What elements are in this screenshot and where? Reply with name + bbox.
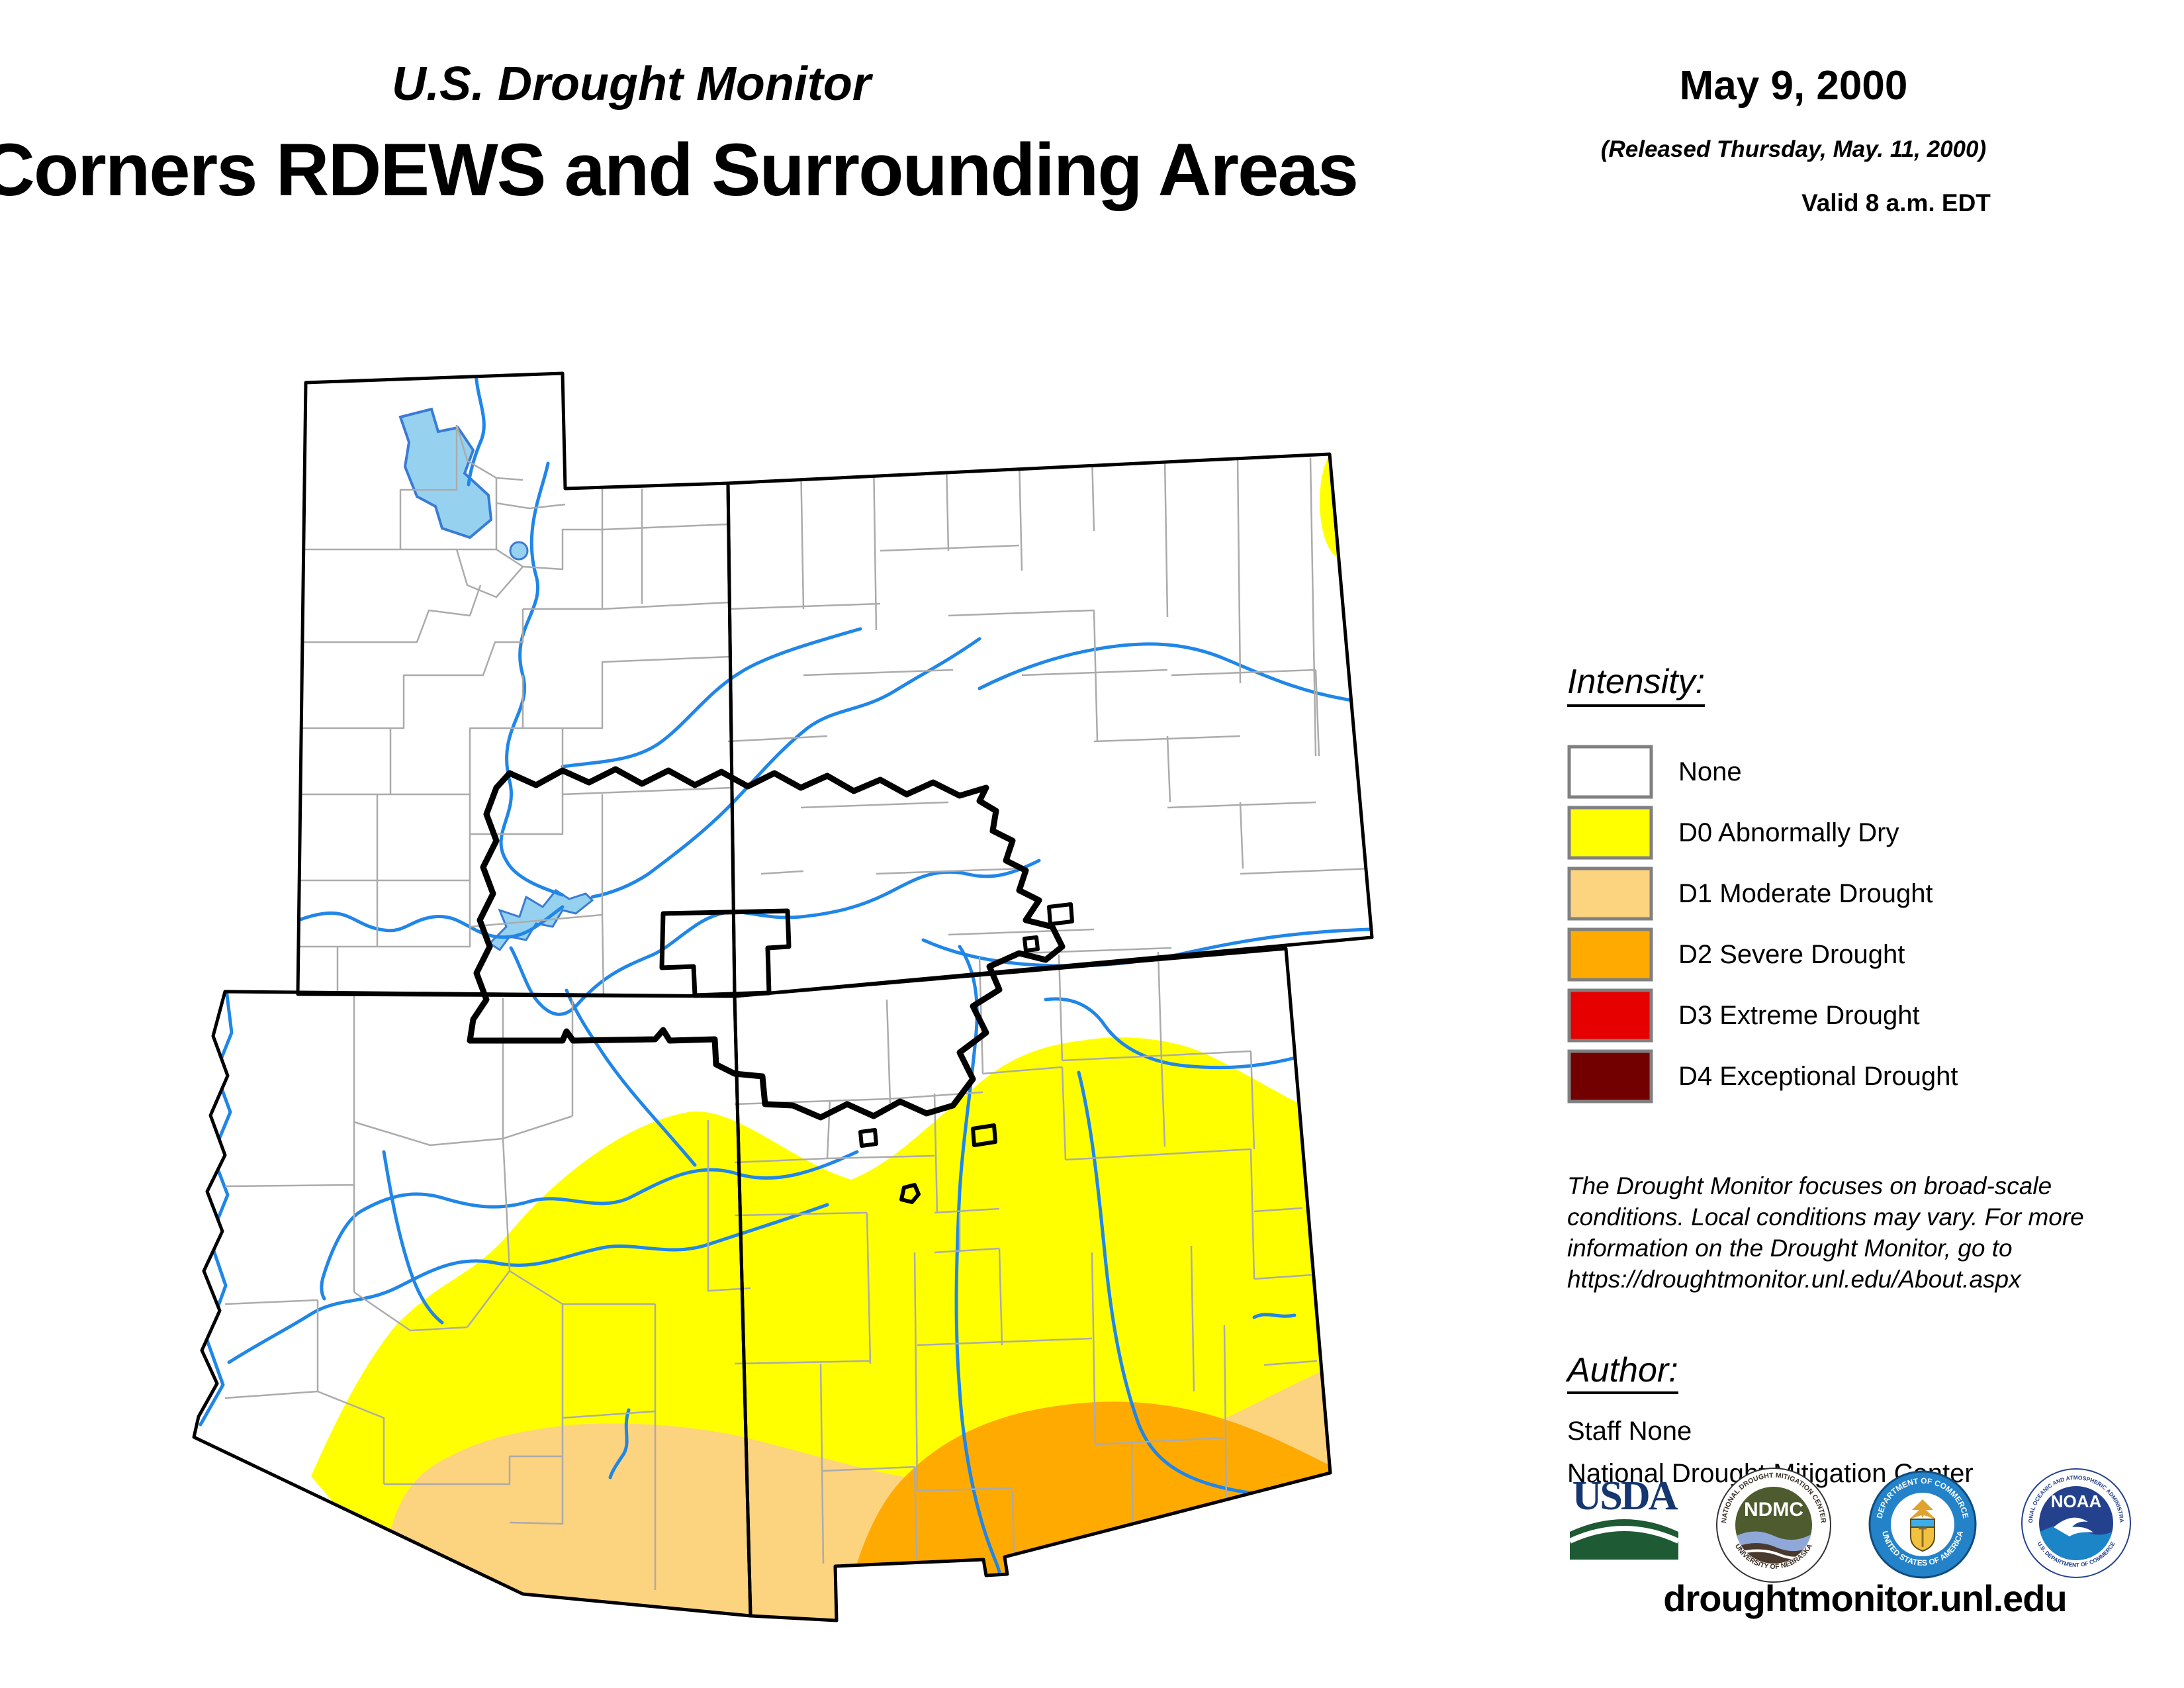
- utah-border: [296, 371, 737, 998]
- drought-monitor-url: droughtmonitor.unl.edu: [1663, 1577, 2067, 1619]
- great-salt-lake: [398, 407, 493, 539]
- navajo-region-outline: [467, 766, 1066, 1121]
- program-title: U.S. Drought Monitor: [392, 58, 871, 111]
- ndmc-logo-graphic: NDMC NATIONAL DROUGHT MITIGATION CENTER …: [1716, 1468, 1831, 1583]
- legend-label-none: None: [1678, 757, 1742, 786]
- commerce-logo-graphic: DEPARTMENT OF COMMERCE UNITED STATES OF …: [1868, 1470, 1977, 1579]
- usda-swoosh-stripe: [1569, 1526, 1680, 1544]
- map-date: May 9, 2000: [1679, 63, 1908, 109]
- yampa-river: [561, 627, 862, 769]
- south-platte-river: [978, 642, 1354, 702]
- disclaimer-line-1: The Drought Monitor focuses on broad-sca…: [1567, 1172, 2052, 1199]
- colorado-river-upper: [590, 637, 981, 899]
- legend-label-d2: D2 Severe Drought: [1678, 939, 1905, 969]
- new-mexico-border: [733, 947, 1332, 1622]
- county-boundaries: [224, 424, 1372, 1616]
- rdews-region-boundary: [467, 766, 1074, 1204]
- disclaimer-line-4: https://droughtmonitor.unl.edu/About.asp…: [1567, 1266, 2021, 1293]
- pueblo-boundary-east: [971, 1123, 997, 1147]
- legend-row-d4: D4 Exceptional Drought: [1567, 1046, 1958, 1107]
- commerce-logo: DEPARTMENT OF COMMERCE UNITED STATES OF …: [1868, 1470, 1978, 1583]
- legend-label-d0: D0 Abnormally Dry: [1678, 818, 1899, 847]
- disclaimer-text: The Drought Monitor focuses on broad-sca…: [1567, 1170, 2084, 1295]
- usda-wordmark: USDA: [1572, 1475, 1678, 1519]
- noaa-logo: NOAA NATIONAL OCEANIC AND ATMOSPHERIC AD…: [2020, 1467, 2132, 1583]
- legend-swatch-d2: [1567, 927, 1653, 982]
- disclaimer-line-2: conditions. Local conditions may vary. F…: [1567, 1203, 2084, 1231]
- legend-row-d3: D3 Extreme Drought: [1567, 985, 1958, 1046]
- legend-row-d2: D2 Severe Drought: [1567, 924, 1958, 985]
- noaa-inner-art: NOAA: [2039, 1491, 2113, 1560]
- legend-label-d4: D4 Exceptional Drought: [1678, 1061, 1958, 1091]
- legend-heading: Intensity:: [1567, 662, 1706, 707]
- ute-mountain-boundary: [1047, 902, 1074, 926]
- legend-swatch-d0: [1567, 806, 1653, 860]
- zuni-salt-lake-boundary: [899, 1183, 921, 1204]
- ndmc-wordmark: NDMC: [1744, 1499, 1803, 1521]
- rio-grande-river: [954, 945, 1001, 1574]
- legend-row-d0: D0 Abnormally Dry: [1567, 802, 1958, 863]
- intensity-legend: Intensity: None D0 Abnormally Dry D1 Mod…: [1567, 662, 1958, 1107]
- usda-logo-graphic: USDA: [1569, 1474, 1680, 1560]
- doc-eagle-and-shield: [1909, 1499, 1936, 1552]
- four-corners-drought-map: [192, 371, 1374, 1622]
- usda-field-shape: [1570, 1519, 1678, 1560]
- legend-swatch-d4: [1567, 1049, 1653, 1103]
- ndmc-logo: NDMC NATIONAL DROUGHT MITIGATION CENTER …: [1714, 1466, 1833, 1588]
- release-date: (Released Thursday, May. 11, 2000): [1600, 136, 1987, 162]
- legend-swatch-d1: [1567, 867, 1653, 921]
- legend-label-d1: D1 Moderate Drought: [1678, 878, 1933, 908]
- colorado-county-lines: [727, 455, 1372, 955]
- utah-county-lines: [298, 424, 733, 996]
- noaa-logo-graphic: NOAA NATIONAL OCEANIC AND ATMOSPHERIC AD…: [2021, 1468, 2131, 1578]
- d0-ne-colorado-sliver: [1320, 445, 1365, 559]
- legend-swatch-none: [1567, 745, 1653, 799]
- mimbres-river: [608, 1408, 631, 1479]
- state-borders: [192, 371, 1374, 1622]
- page-title: Corners RDEWS and Surrounding Areas: [0, 128, 1359, 211]
- canadian-river-branch: [1252, 1313, 1297, 1319]
- arizona-county-lines: [224, 996, 751, 1590]
- canadian-river: [1044, 997, 1297, 1070]
- author-name: Staff None: [1567, 1417, 1692, 1446]
- ndmc-inner-art: NDMC: [1735, 1487, 1812, 1564]
- author-heading: Author:: [1567, 1350, 1678, 1394]
- legend-rows: None D0 Abnormally Dry D1 Moderate Droug…: [1567, 741, 1958, 1107]
- little-colorado-river: [565, 988, 697, 1167]
- salt-river: [320, 1150, 859, 1301]
- agency-logos: USDA NDMC: [1562, 1464, 2158, 1583]
- verde-river: [382, 1150, 444, 1325]
- colorado-border: [726, 452, 1374, 998]
- green-river: [499, 461, 565, 897]
- noaa-wordmark: NOAA: [2051, 1491, 2102, 1511]
- legend-swatch-d3: [1567, 988, 1653, 1043]
- bear-river: [467, 373, 486, 487]
- hopi-boundary: [659, 908, 792, 998]
- legend-label-d3: D3 Extreme Drought: [1678, 1000, 1920, 1030]
- valid-time: Valid 8 a.m. EDT: [1801, 189, 1991, 216]
- arizona-border: [192, 990, 752, 1618]
- disclaimer-line-3: information on the Drought Monitor, go t…: [1567, 1235, 2013, 1262]
- southern-ute-boundary: [1023, 935, 1040, 953]
- legend-row-none: None: [1567, 741, 1958, 802]
- usda-logo: USDA: [1565, 1474, 1684, 1571]
- utah-lake: [509, 541, 529, 561]
- legend-row-d1: D1 Moderate Drought: [1567, 863, 1958, 924]
- pueblo-boundary-west: [858, 1128, 878, 1148]
